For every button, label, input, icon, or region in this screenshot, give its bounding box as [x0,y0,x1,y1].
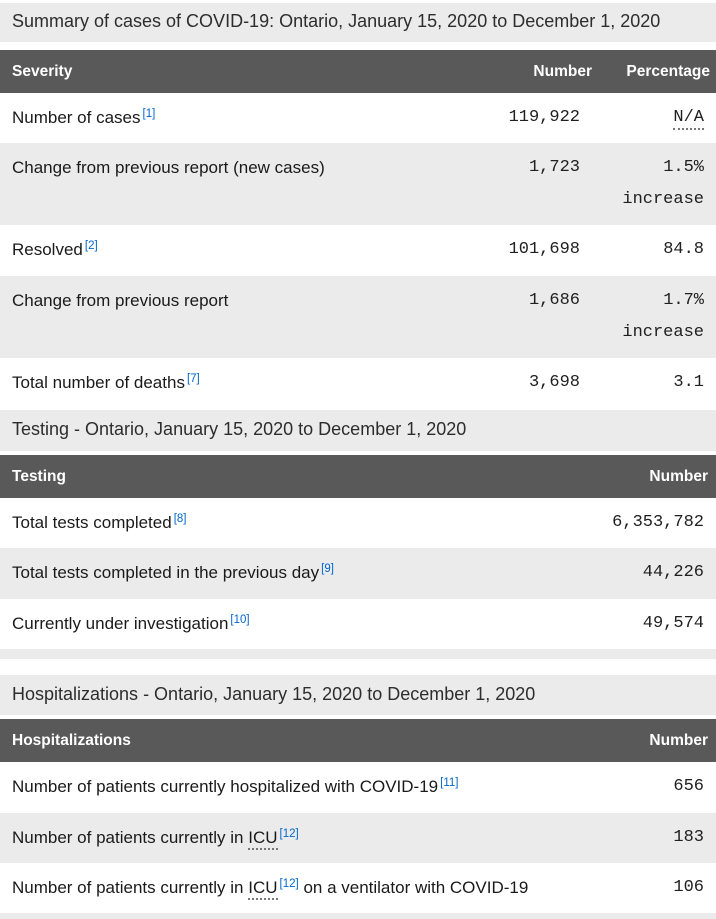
number-value: 1,686 [528,290,580,310]
footnote-link-2[interactable]: [2] [84,240,98,253]
testing-table: Testing Number Total tests completed [8] … [0,454,716,649]
row-label: Change from previous report [12,290,229,310]
number-value: 3,698 [528,373,580,393]
icu-abbr: ICU [248,827,278,850]
hospitalizations-section-caption: Hospitalizations - Ontario, January 15, … [0,674,716,716]
percentage-value-cell: 1.5% increase [592,143,716,226]
row-label-suffix: on a ventilator with COVID-19 [303,877,529,897]
row-label-cell: Resolved [2] [0,225,475,275]
footnote-link-7[interactable]: [7] [186,373,200,386]
number-column-header: Number [475,49,592,93]
number-value: 106 [673,877,704,897]
row-label-cell: Number of patients currently in ICU [12] … [0,863,566,913]
row-label-cell: Currently under investigation [10] [0,599,566,649]
table-row-change-previous-report: Change from previous report 1,686 1.7% in… [0,275,716,359]
row-label-cell: Change from previous report (new cases) [0,143,475,226]
footnote-link-1[interactable]: [1] [142,107,156,120]
next-row-cutoff-strip [0,913,716,919]
table-row-total-deaths: Total number of deaths [7] 3,698 3.1 [0,358,716,409]
table-row-icu-ventilator: Number of patients currently in ICU [12] … [0,862,716,914]
number-value: 183 [673,827,704,847]
severity-header-row: Severity Number Percentage [0,49,716,93]
not-applicable-abbr: N/A [673,107,704,130]
percentage-value: 1.5% [663,157,704,177]
number-value: 119,922 [508,107,580,127]
row-label-cell: Total number of deaths [7] [0,358,475,408]
table-row-icu: Number of patients currently in ICU [12] … [0,812,716,863]
severity-table: Severity Number Percentage Number of cas… [0,49,716,409]
percentage-value: 3.1 [673,373,704,393]
percentage-column-header: Percentage [592,49,716,93]
table-row-under-investigation: Currently under investigation [10] 49,574 [0,598,716,649]
hospitalizations-table: Hospitalizations Number Number of patien… [0,719,716,914]
severity-column-header: Severity [0,49,475,93]
number-value: 1,723 [528,157,580,177]
number-value: 101,698 [508,240,580,260]
footnote-link-11[interactable]: [11] [440,777,459,790]
row-label-cell: Total tests completed in the previous da… [0,548,566,598]
testing-column-header: Testing [0,454,566,499]
percentage-value: 1.7% [663,290,704,310]
table-row-resolved: Resolved [2] 101,698 84.8 [0,225,716,276]
table-row-number-of-cases: Number of cases [1] 119,922 N/A [0,92,716,143]
row-label: Change from previous report (new cases) [12,157,325,177]
testing-section-caption: Testing - Ontario, January 15, 2020 to D… [0,410,716,451]
row-label-cell: Change from previous report [0,276,475,359]
row-label: Number of patients currently hospitalize… [12,777,439,797]
number-value: 656 [673,777,704,797]
testing-header-row: Testing Number [0,454,716,499]
number-value: 6,353,782 [612,513,704,533]
table-row-hospitalized: Number of patients currently hospitalize… [0,762,716,813]
covid-summary-page: Summary of cases of COVID-19: Ontario, J… [0,3,716,919]
hospitalizations-column-header: Hospitalizations [0,719,566,763]
percentage-value-cell: N/A [592,93,716,143]
row-label: Total tests completed in the previous da… [12,563,320,583]
icu-abbr: ICU [248,877,278,900]
row-label: Total number of deaths [12,373,185,393]
footnote-link-12[interactable]: [12] [279,827,299,840]
table-row-change-new-cases: Change from previous report (new cases) … [0,142,716,226]
row-label-cell: Total tests completed [8] [0,498,566,548]
percentage-value-cell: 1.7% increase [592,276,716,359]
percentage-trend-note: increase [622,322,704,342]
table-row-tests-previous-day: Total tests completed in the previous da… [0,548,716,599]
footnote-link-12[interactable]: [12] [279,877,299,890]
footnote-link-8[interactable]: [8] [173,513,187,526]
hospitalizations-header-row: Hospitalizations Number [0,719,716,763]
row-label-cell: Number of patients currently hospitalize… [0,762,566,812]
row-label: Number of cases [12,107,141,127]
row-label: Total tests completed [12,513,172,533]
table-row-total-tests: Total tests completed [8] 6,353,782 [0,498,716,549]
footnote-link-9[interactable]: [9] [321,563,334,576]
row-label: Currently under investigation [12,613,229,633]
row-label: Number of patients currently in [12,827,244,847]
number-value: 49,574 [642,613,704,633]
row-label: Resolved [12,240,83,260]
percentage-trend-note: increase [622,190,704,210]
number-value: 44,226 [642,563,704,583]
percentage-value: 84.8 [663,240,704,260]
row-label-cell: Number of patients currently in ICU [12] [0,813,566,863]
footnote-link-10[interactable]: [10] [230,613,250,626]
page-title: Summary of cases of COVID-19: Ontario, J… [0,3,716,42]
number-column-header: Number [566,719,716,763]
testing-table-bottom-strip [0,648,716,659]
row-label: Number of patients currently in [12,877,244,897]
number-column-header: Number [566,454,716,499]
row-label-cell: Number of cases [1] [0,93,475,143]
